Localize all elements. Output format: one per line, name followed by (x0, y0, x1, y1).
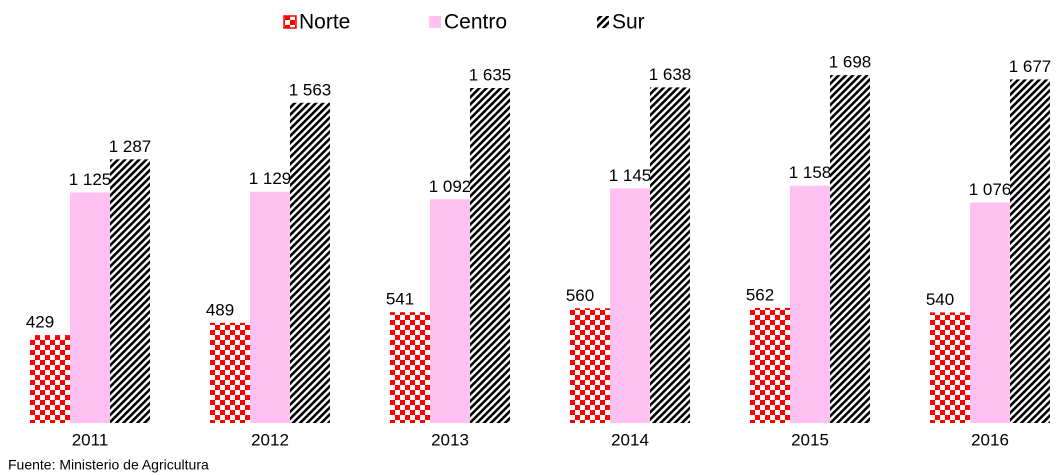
x-tick-label: 2016 (971, 430, 1009, 449)
value-label: 1 287 (109, 137, 152, 156)
value-label: 1 635 (469, 66, 512, 85)
value-label: 1 638 (649, 65, 692, 84)
bar (430, 199, 470, 423)
value-label: 1 563 (289, 80, 332, 99)
bar (750, 307, 790, 423)
bar (790, 185, 830, 423)
bar (930, 312, 970, 423)
bar (210, 322, 250, 423)
bar (110, 159, 150, 423)
value-label: 540 (926, 290, 954, 309)
bar (570, 308, 610, 423)
legend-label: Centro (444, 11, 507, 34)
x-tick-label: 2011 (72, 430, 109, 449)
value-label: 560 (566, 286, 594, 305)
x-tick-label: 2013 (431, 430, 469, 449)
legend-swatch (429, 16, 441, 28)
value-label: 429 (26, 313, 54, 332)
value-label: 1 677 (1009, 57, 1052, 76)
x-tick-label: 2015 (791, 430, 829, 449)
value-label: 1 129 (249, 169, 292, 188)
value-label: 1 698 (829, 53, 872, 72)
x-tick-label: 2014 (611, 430, 649, 449)
value-label: 541 (386, 290, 414, 309)
bar (650, 87, 690, 423)
legend-swatch (283, 15, 297, 29)
bar (1010, 79, 1050, 424)
bar (970, 202, 1010, 423)
legend-swatch (597, 16, 609, 28)
bar (290, 102, 330, 424)
bar (830, 75, 870, 424)
bar (390, 312, 430, 423)
x-tick-label: 2012 (251, 430, 289, 449)
value-label: 1 092 (429, 177, 472, 196)
value-label: 489 (206, 300, 234, 319)
bar (470, 88, 510, 424)
source-note: Fuente: Ministerio de Agricultura (8, 457, 209, 473)
legend-label: Sur (612, 11, 645, 34)
value-label: 1 076 (969, 180, 1012, 199)
value-label: 1 158 (789, 163, 832, 182)
value-label: 562 (746, 285, 774, 304)
bar (610, 188, 650, 423)
bar (30, 335, 70, 423)
bar (70, 192, 110, 423)
bar (250, 191, 290, 423)
value-label: 1 145 (609, 166, 652, 185)
legend-label: Norte (299, 11, 350, 34)
value-label: 1 125 (69, 170, 112, 189)
